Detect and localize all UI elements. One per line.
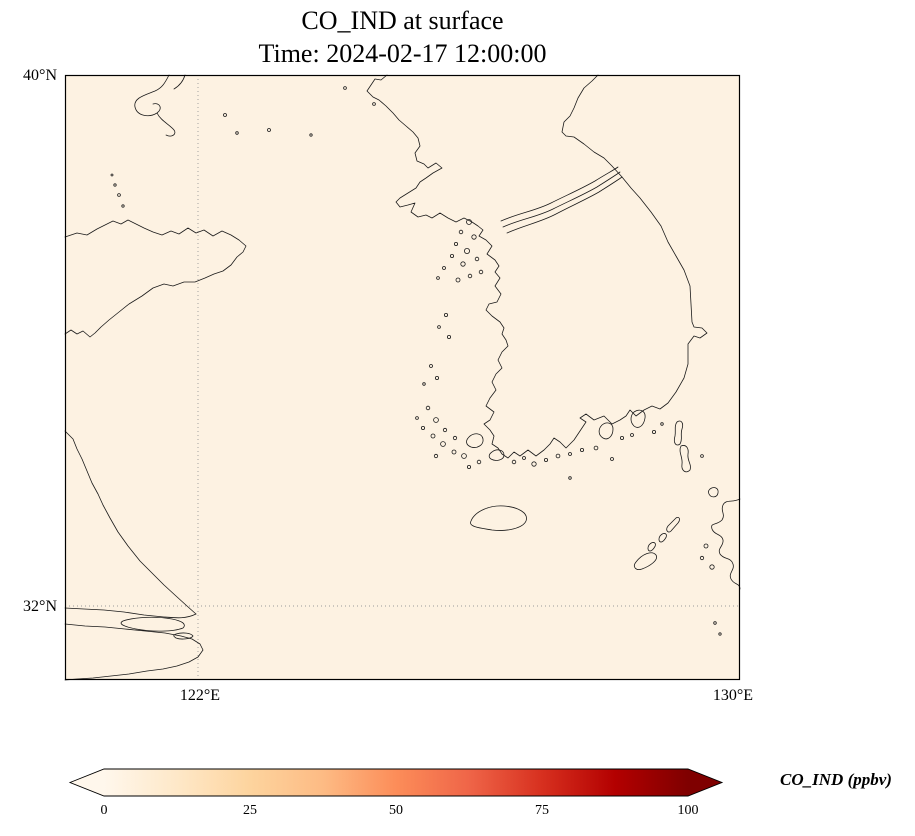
xtick-122e: 122°E [179, 687, 221, 704]
plot-time-subtitle: Time: 2024-02-17 12:00:00 [258, 39, 547, 68]
map-frame [64, 74, 741, 681]
map-svg [64, 74, 741, 681]
coastline-jiangsu [64, 430, 197, 615]
island-iki [707, 487, 719, 498]
island-wando [488, 449, 505, 461]
colorbar-svg [68, 768, 724, 797]
colorbar-tick-75: 75 [535, 803, 549, 818]
coastline-kyushu-west [711, 498, 741, 590]
island-namhae [598, 422, 614, 440]
coastline-yangtze-north-bank [64, 607, 197, 619]
island-tsushima-north [673, 420, 684, 446]
xtick-130e: 130°E [712, 687, 754, 704]
plot-title: CO_IND at surface [301, 6, 504, 35]
ytick-32n: 32°N [23, 598, 57, 615]
coastline-liaoning [134, 74, 186, 137]
ytick-40n: 40°N [23, 67, 57, 84]
islands-goto [634, 516, 680, 570]
colorbar-tick-25: 25 [243, 803, 257, 818]
colorbar-tick-100: 100 [677, 803, 699, 818]
colorbar-tick-0: 0 [100, 803, 108, 818]
island-jindo [466, 433, 484, 448]
coastline-shandong [64, 219, 247, 338]
coastline-yangtze-south-bank [64, 623, 204, 681]
island-geoje [630, 409, 646, 428]
colorbar: 0 25 50 75 100 CO_IND (ppbv) [0, 766, 915, 832]
island-tsushima-south [679, 445, 691, 473]
colorbar-tick-50: 50 [389, 803, 403, 818]
islets [110, 86, 722, 636]
colorbar-label: CO_IND (ppbv) [780, 770, 892, 789]
title-block: CO_IND at surface Time: 2024-02-17 12:00… [55, 4, 750, 70]
map-canvas [64, 74, 741, 681]
coastline-korea [366, 74, 708, 459]
island-changxing [173, 632, 194, 640]
island-chongming [120, 616, 185, 632]
river-han-imjin-channels [500, 166, 623, 234]
island-jeju [470, 505, 527, 531]
colorbar-gradient-arrow [68, 768, 724, 797]
